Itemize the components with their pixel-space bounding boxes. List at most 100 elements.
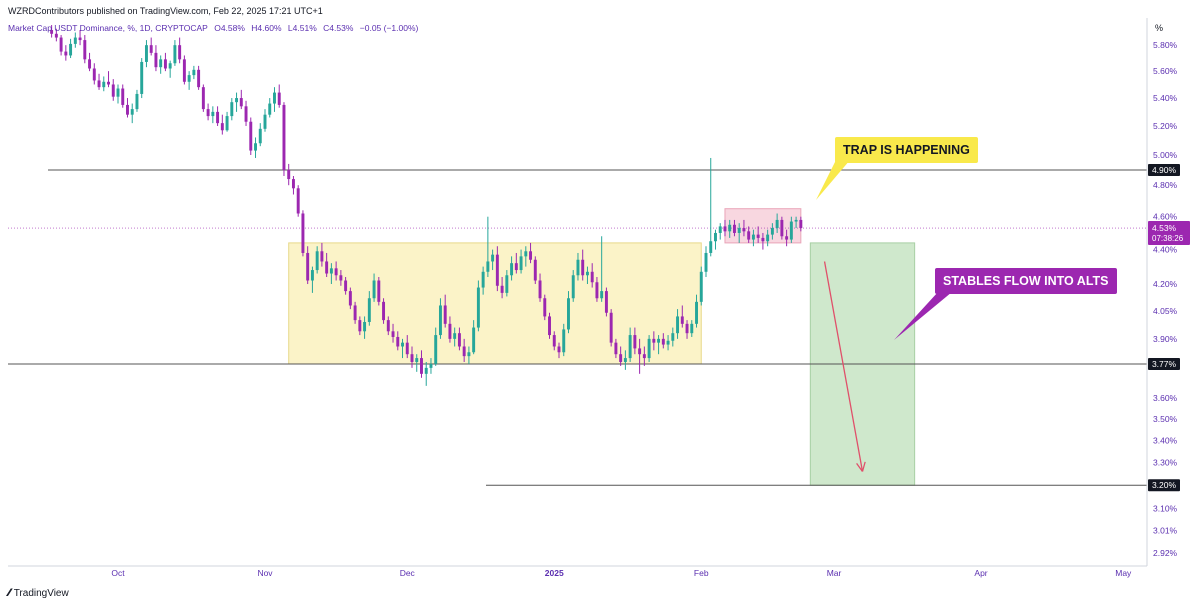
x-tick-label: Oct: [111, 568, 125, 578]
y-tick-label: 5.40%: [1153, 93, 1178, 103]
level-price-tag: [1148, 357, 1180, 370]
candle-down: [239, 98, 243, 107]
ohlc-close: C4.53%: [323, 23, 354, 33]
candle-up: [263, 114, 267, 129]
y-tick-label: 3.10%: [1153, 504, 1178, 514]
candle-down: [201, 87, 205, 110]
y-tick-label: 4.80%: [1153, 180, 1178, 190]
candle-up: [429, 363, 433, 368]
candle-up: [315, 251, 319, 271]
y-tick-label: 3.01%: [1153, 526, 1178, 536]
level-price-label: 4.90%: [1152, 165, 1177, 175]
candle-up: [173, 45, 177, 64]
candle-down: [97, 80, 101, 88]
candle-up: [310, 270, 314, 281]
candle-down: [50, 30, 54, 34]
candle-down: [785, 236, 789, 240]
candle-up: [401, 342, 404, 347]
candle-down: [382, 301, 386, 321]
candle-up: [367, 298, 371, 322]
candle-down: [642, 354, 646, 359]
y-tick-label: 2.92%: [1153, 548, 1178, 558]
candle-up: [476, 287, 480, 328]
candle-up: [230, 102, 234, 117]
candle-up: [159, 59, 163, 68]
candle-down: [377, 280, 381, 302]
candle-up: [225, 116, 229, 131]
tradingview-logo-icon: ⁄⁄: [8, 587, 11, 599]
candle-down: [396, 336, 400, 347]
candle-down: [154, 52, 158, 68]
candle-up: [453, 333, 457, 339]
candle-down: [107, 81, 110, 85]
candle-down: [548, 316, 551, 336]
candle-down: [111, 84, 115, 97]
candle-down: [358, 320, 362, 332]
candle-down: [391, 331, 395, 337]
candle-up: [372, 280, 376, 299]
x-tick-label: Mar: [827, 568, 842, 578]
candle-up: [690, 323, 694, 334]
candle-down: [457, 333, 461, 347]
candle-down: [557, 346, 561, 353]
candle-down: [495, 254, 499, 286]
candle-down: [206, 109, 210, 117]
candle-down: [595, 282, 599, 299]
candle-up: [671, 333, 675, 341]
candle-down: [633, 335, 637, 349]
candle-up: [192, 69, 196, 76]
candle-up: [657, 338, 661, 343]
ohlc-high: H4.60%: [251, 23, 282, 33]
candle-down: [685, 323, 689, 334]
ohlc-open: O4.58%: [214, 23, 245, 33]
tradingview-brand[interactable]: ⁄⁄ TradingView: [8, 587, 69, 599]
level-price-tag: [1148, 163, 1180, 176]
candle-up: [472, 327, 476, 353]
current-price-label: 4.53%: [1152, 223, 1177, 233]
candle-down: [277, 92, 281, 105]
candle-down: [325, 261, 329, 274]
symbol-name[interactable]: Market Cap USDT Dominance, %, 1D, CRYPTO…: [8, 23, 208, 33]
current-price-tag: [1148, 221, 1190, 246]
candle-up: [73, 37, 77, 44]
candle-up: [666, 340, 670, 345]
candle-down: [54, 33, 58, 38]
y-tick-label: 5.80%: [1153, 40, 1178, 50]
candle-down: [59, 37, 63, 52]
candle-up: [69, 43, 73, 56]
candle-up: [766, 234, 770, 242]
candle-down: [761, 237, 765, 242]
candle-down: [386, 320, 390, 332]
candle-down: [581, 259, 585, 276]
candle-down: [163, 59, 167, 69]
candle-down: [306, 252, 310, 281]
candle-down: [182, 59, 186, 82]
candle-down: [500, 285, 504, 293]
candle-down: [661, 338, 665, 345]
candle-down: [780, 219, 784, 237]
candle-up: [505, 275, 509, 293]
level-price-tag: [1148, 479, 1180, 492]
bar-countdown-label: 07:38:26: [1152, 234, 1184, 243]
stables-callout: STABLES FLOW INTO ALTS: [935, 268, 1117, 294]
candle-up: [623, 358, 627, 362]
level-price-label: 3.20%: [1152, 480, 1177, 490]
candle-up: [576, 259, 580, 276]
candle-up: [102, 81, 106, 88]
candle-down: [353, 305, 357, 321]
candle-up: [116, 88, 120, 97]
candle-down: [249, 121, 253, 151]
candle-down: [296, 188, 300, 214]
projection-arrowhead: [856, 463, 864, 472]
candle-down: [732, 224, 736, 233]
candle-up: [704, 252, 708, 272]
candle-up: [567, 298, 570, 330]
trap-callout-pointer: [816, 160, 850, 200]
projection-arrow: [823, 261, 864, 472]
candle-up: [695, 301, 698, 324]
candle-down: [552, 335, 556, 347]
candle-up: [363, 321, 367, 332]
candle-down: [538, 280, 542, 299]
candle-up: [144, 45, 148, 62]
range-zone: [288, 242, 702, 365]
